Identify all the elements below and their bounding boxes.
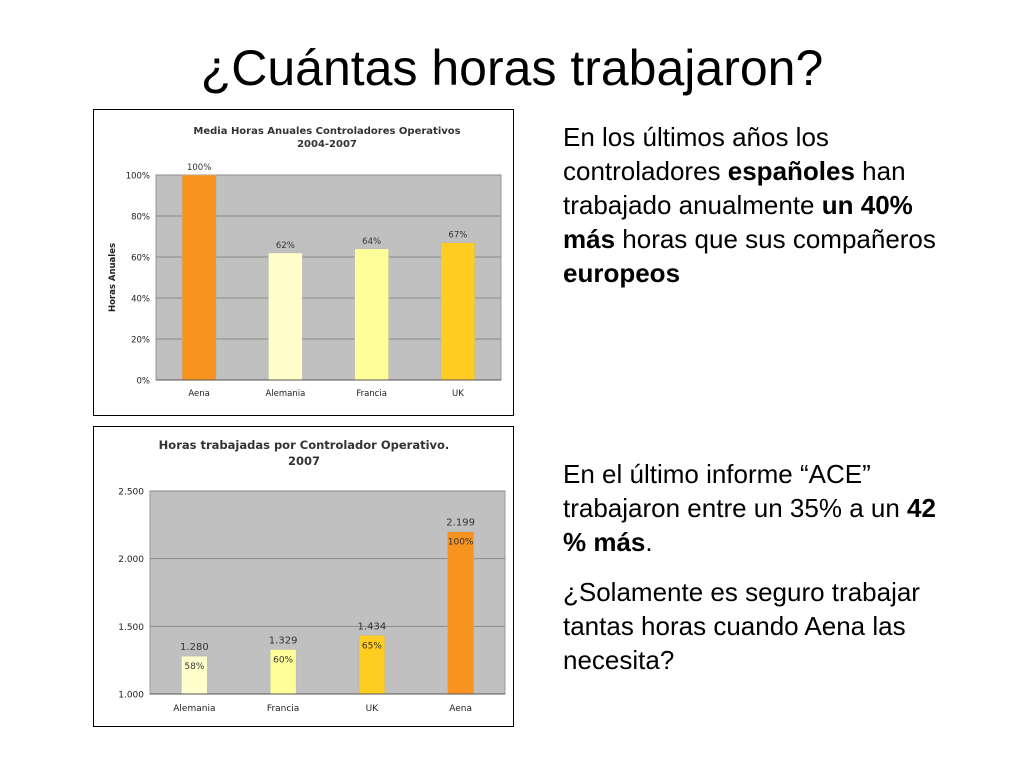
percent-label: 65% (362, 641, 382, 651)
chart-hours-2007: Horas trabajadas por Controlador Operati… (93, 426, 514, 727)
chart-title: Media Horas Anuales Controladores Operat… (193, 126, 460, 137)
paragraph-safety-question: ¿Solamente es seguro trabajar tantas hor… (563, 575, 963, 677)
y-tick-label: 2.000 (118, 555, 144, 565)
y-tick-label: 1.000 (118, 691, 144, 701)
text-run: españoles (727, 156, 855, 186)
chart-hours-2007-svg: Horas trabajadas por Controlador Operati… (118, 438, 506, 714)
bar (447, 531, 474, 695)
x-tick-label: Aena (188, 389, 210, 399)
x-tick-label: UK (452, 389, 464, 399)
text-run: ¿Solamente es seguro trabajar tantas hor… (563, 577, 920, 675)
bar (181, 174, 217, 381)
y-tick-label: 1.500 (118, 623, 144, 633)
x-tick-label: Francia (267, 704, 299, 714)
bar (358, 635, 386, 695)
x-tick-label: Aena (449, 704, 472, 714)
x-tick-label: UK (366, 704, 380, 714)
text-run: han trabajado anualmente (563, 156, 906, 220)
percent-label: 60% (273, 655, 293, 665)
bar (354, 248, 389, 381)
bar (440, 242, 476, 381)
value-label: 1.280 (180, 642, 209, 653)
bar (181, 655, 208, 695)
data-label: 64% (362, 237, 381, 247)
paragraph-ace-report: En el último informe “ACE” trabajaron en… (563, 457, 963, 559)
y-tick-label: 0% (137, 377, 151, 387)
y-tick-label: 80% (131, 213, 150, 223)
bar (269, 649, 297, 695)
chart-title: Horas trabajadas por Controlador Operati… (159, 438, 450, 452)
data-label: 62% (276, 241, 295, 251)
data-label: 67% (448, 231, 467, 241)
text-run: En el último informe “ACE” trabajaron en… (563, 459, 908, 523)
percent-label: 100% (448, 538, 474, 548)
value-label: 1.329 (269, 635, 298, 646)
data-label: 100% (187, 163, 211, 173)
slide-title: ¿Cuántas horas trabajaron? (200, 40, 824, 96)
y-tick-label: 20% (131, 336, 150, 346)
y-tick-label: 2.500 (118, 488, 144, 498)
y-axis-label: Horas Anuales (108, 243, 118, 312)
x-tick-label: Alemania (265, 389, 305, 399)
y-tick-label: 60% (131, 254, 150, 264)
text-run: europeos (563, 258, 681, 288)
x-tick-label: Francia (356, 389, 387, 399)
percent-label: 58% (184, 662, 204, 672)
value-label: 2.199 (446, 518, 475, 529)
x-tick-label: Alemania (173, 704, 215, 714)
chart-annual-hours: Media Horas Anuales Controladores Operat… (93, 109, 514, 416)
value-label: 1.434 (358, 621, 387, 632)
chart-title: 2004-2007 (297, 139, 357, 150)
y-tick-label: 40% (131, 295, 150, 305)
text-run: horas que sus compañeros (615, 224, 936, 254)
bar (268, 252, 303, 381)
text-run: 42 % más (563, 493, 936, 557)
chart-title: 2007 (288, 454, 320, 468)
text-run: un 40% más (563, 190, 913, 254)
text-run: . (645, 527, 653, 557)
y-tick-label: 100% (126, 172, 150, 182)
text-run: En los últimos años los controladores (563, 122, 829, 186)
paragraph-spanish-controllers: En los últimos años los controladores es… (563, 120, 963, 290)
plot-area (149, 490, 506, 695)
chart-annual-hours-svg: Media Horas Anuales Controladores Operat… (108, 126, 502, 399)
